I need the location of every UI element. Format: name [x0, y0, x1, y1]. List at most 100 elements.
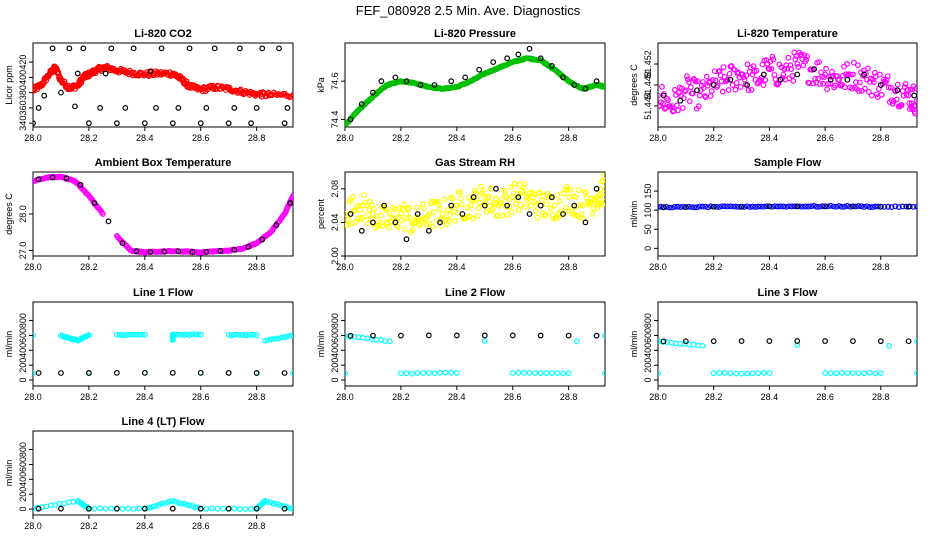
- data-point: [749, 370, 756, 377]
- data-point: [475, 205, 482, 212]
- data-point: [537, 332, 544, 339]
- data-point: [432, 198, 439, 205]
- data-point: [852, 203, 859, 210]
- data-point: [565, 370, 572, 377]
- data-point: [141, 120, 148, 127]
- y-tick-label-line-1-flow-1: 200: [18, 358, 28, 373]
- data-point: [872, 370, 879, 377]
- data-point: [689, 90, 696, 97]
- data-point: [753, 67, 760, 74]
- data-point: [119, 240, 126, 247]
- data-point: [192, 331, 199, 338]
- data-point: [387, 210, 393, 217]
- data-point: [799, 203, 806, 210]
- data-point: [217, 247, 224, 254]
- data-point: [716, 204, 723, 210]
- data-point: [535, 190, 542, 197]
- data-point: [727, 370, 734, 377]
- data-point: [378, 212, 384, 219]
- data-point: [571, 212, 578, 218]
- data-point: [548, 194, 555, 201]
- y-tick-label-li-820-co2-1: 360: [18, 100, 28, 115]
- data-point: [844, 203, 851, 209]
- data-point: [857, 79, 863, 86]
- data-point: [802, 203, 809, 210]
- data-point: [560, 74, 566, 81]
- data-point: [888, 204, 895, 210]
- y-tick-label-line-1-flow-0: 0: [18, 378, 28, 383]
- data-point: [471, 188, 478, 194]
- data-point: [197, 331, 204, 338]
- data-point: [596, 192, 602, 199]
- y-tick-label-line-3-flow-2: 400: [643, 343, 653, 358]
- data-point: [125, 505, 131, 512]
- panel-li-820-co2: Li-820 CO2 Licor ppm 28.0 28.2 28.4 28.6 28.8 3…: [4, 28, 294, 143]
- data-point: [877, 370, 884, 377]
- data-point: [261, 498, 268, 505]
- data-point: [808, 203, 815, 210]
- data-point: [453, 370, 460, 376]
- data-point: [63, 175, 70, 182]
- data-point: [713, 203, 720, 210]
- data-point: [538, 197, 545, 204]
- data-point: [276, 502, 282, 508]
- data-point: [749, 203, 756, 210]
- data-point: [707, 93, 714, 99]
- data-point: [856, 88, 862, 94]
- data-point: [905, 92, 912, 99]
- data-point: [905, 203, 912, 210]
- data-point: [700, 85, 707, 91]
- data-point: [172, 331, 179, 338]
- data-point: [672, 340, 679, 347]
- data-point: [844, 61, 850, 67]
- data-point: [262, 337, 268, 344]
- data-point: [658, 203, 664, 210]
- series-gas-stream-rh-0: [345, 172, 605, 236]
- data-point: [820, 80, 827, 87]
- x-tick-label-li-820-temperature-4: 28.8: [872, 133, 890, 143]
- y-tick-label-line-2-flow-0: 0: [330, 378, 340, 383]
- data-point: [420, 205, 427, 212]
- x-tick-label-gas-stream-rh-4: 28.8: [560, 262, 578, 272]
- data-point: [912, 103, 917, 109]
- series-line-2-flow-0: [345, 332, 605, 377]
- data-point: [192, 504, 199, 511]
- data-point: [744, 203, 751, 210]
- data-point: [827, 202, 834, 209]
- data-point: [409, 227, 416, 233]
- data-point: [712, 77, 719, 84]
- data-point: [181, 332, 187, 338]
- data-point: [425, 332, 432, 339]
- data-point: [108, 505, 115, 512]
- y-tick-label-line-1-flow-2: 400: [18, 343, 28, 358]
- data-point: [602, 332, 605, 339]
- data-point: [837, 81, 843, 88]
- data-point: [189, 331, 196, 338]
- data-point: [72, 103, 78, 110]
- data-point: [248, 331, 254, 338]
- data-point: [378, 78, 385, 85]
- data-point: [853, 79, 859, 86]
- data-point: [498, 196, 505, 203]
- data-point: [290, 370, 293, 377]
- data-point: [403, 78, 410, 85]
- data-point: [794, 203, 801, 210]
- data-point: [601, 193, 605, 200]
- data-point: [248, 506, 254, 512]
- data-point: [133, 331, 140, 338]
- data-point: [724, 203, 731, 210]
- data-point: [381, 202, 388, 209]
- data-point: [673, 102, 680, 109]
- data-point: [373, 213, 379, 220]
- data-point: [264, 499, 271, 505]
- data-point: [507, 184, 514, 191]
- x-tick-label-line-3-flow-2: 28.4: [761, 392, 779, 402]
- y-tick-label-sample-flow-2: 100: [643, 203, 653, 218]
- data-point: [660, 92, 667, 99]
- data-point: [363, 213, 369, 220]
- data-point: [181, 500, 187, 507]
- data-point: [409, 370, 415, 377]
- data-point: [347, 211, 354, 217]
- data-point: [899, 203, 906, 210]
- data-point: [850, 338, 856, 345]
